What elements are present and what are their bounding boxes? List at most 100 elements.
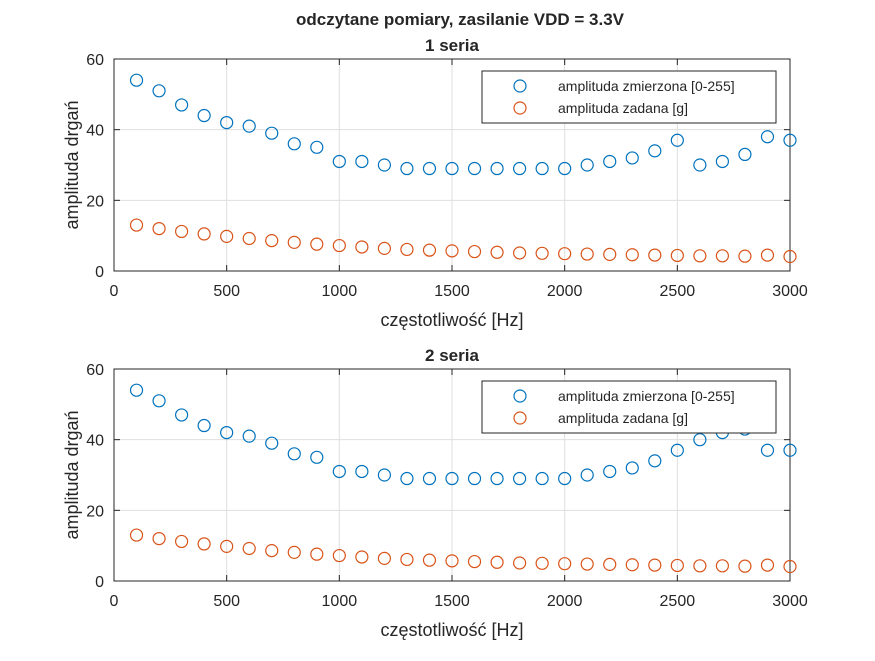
data-point (512, 471, 527, 486)
data-point (648, 144, 662, 158)
data-point (625, 248, 639, 262)
data-point (535, 161, 549, 176)
data-point (377, 551, 391, 565)
data-point (242, 541, 256, 556)
data-point (422, 243, 437, 257)
data-point (175, 534, 189, 549)
data-point (670, 558, 684, 573)
data-point (377, 468, 391, 482)
data-point (558, 471, 572, 486)
figure-suptitle: odczytane pomiary, zasilanie VDD = 3.3V (296, 10, 625, 29)
x-tick-label: 3000 (772, 283, 808, 300)
data-point (603, 247, 617, 261)
data-point (400, 242, 414, 257)
data-point (445, 471, 459, 486)
data-point (580, 247, 594, 261)
data-point (670, 133, 684, 147)
series-2 (129, 218, 797, 264)
data-point (265, 544, 279, 558)
data-point (129, 218, 144, 232)
data-point (355, 154, 369, 169)
data-point (467, 554, 482, 569)
data-point (129, 73, 144, 87)
data-point (175, 408, 189, 422)
data-point (693, 559, 707, 573)
series-1 (129, 383, 797, 486)
y-tick-label: 40 (86, 433, 104, 450)
x-tick-label: 0 (110, 283, 119, 300)
data-point (332, 154, 346, 169)
data-point (129, 383, 144, 397)
data-point (648, 454, 662, 468)
series-2 (129, 528, 797, 574)
x-tick-label: 1500 (434, 593, 470, 610)
data-point (738, 147, 752, 161)
x-tick-label: 1500 (434, 283, 470, 300)
data-point (197, 227, 211, 241)
legend-box (481, 70, 777, 124)
x-tick-label: 2000 (547, 593, 583, 610)
data-point (693, 433, 707, 447)
data-point (760, 248, 775, 262)
series-1 (129, 73, 797, 176)
data-point (197, 418, 211, 433)
y-tick-label: 0 (95, 574, 104, 591)
data-point (715, 559, 730, 573)
data-point (310, 450, 324, 464)
data-point (535, 471, 549, 486)
data-point (175, 98, 189, 112)
data-point (265, 436, 279, 450)
x-tick-label: 500 (213, 283, 240, 300)
legend-entry: amplituda zmierzona [0-255] (558, 388, 735, 404)
x-axis-label: częstotliwość [Hz] (380, 310, 523, 330)
y-axis-label: amplituda drgań (62, 410, 82, 539)
legend-marker (513, 389, 527, 403)
y-tick-label: 60 (86, 362, 104, 379)
data-point (715, 154, 730, 169)
data-point (287, 235, 301, 249)
data-point (760, 443, 775, 457)
data-point (490, 555, 504, 569)
data-point (242, 119, 256, 133)
data-point (783, 443, 797, 457)
data-point (467, 161, 482, 176)
data-point (715, 249, 730, 263)
data-point (693, 249, 707, 263)
data-point (377, 158, 391, 172)
data-point (693, 158, 707, 172)
subplot-title: 2 seria (425, 346, 479, 365)
data-point (445, 554, 459, 568)
legend-entry: amplituda zadana [g] (558, 410, 688, 426)
data-point (355, 240, 369, 254)
x-tick-label: 1000 (322, 283, 358, 300)
legend-marker (513, 101, 527, 115)
y-tick-label: 20 (86, 503, 104, 520)
data-point (580, 158, 594, 172)
data-point (558, 247, 572, 261)
data-point (445, 161, 459, 176)
data-point (355, 464, 369, 479)
data-point (603, 557, 617, 571)
data-point (152, 394, 166, 408)
data-point (670, 248, 684, 263)
data-point (310, 140, 324, 154)
data-point (197, 108, 211, 123)
subplot-title: 1 seria (425, 36, 479, 55)
data-point (603, 464, 617, 479)
data-point (490, 471, 504, 486)
data-point (310, 237, 324, 251)
x-tick-label: 3000 (772, 593, 808, 610)
x-tick-label: 500 (213, 593, 240, 610)
legend-entry: amplituda zadana [g] (558, 100, 688, 116)
legend-box (481, 380, 777, 434)
data-point (422, 471, 437, 486)
data-point (535, 556, 549, 570)
data-point (242, 231, 256, 246)
data-point (445, 244, 459, 258)
y-tick-label: 0 (95, 264, 104, 281)
x-tick-label: 2500 (660, 283, 696, 300)
data-point (220, 229, 234, 243)
subplot-1: 0 500 1000 1500 2000 2500 3000 0 20 40 60 częstotli… (62, 36, 808, 330)
data-point (220, 115, 234, 130)
